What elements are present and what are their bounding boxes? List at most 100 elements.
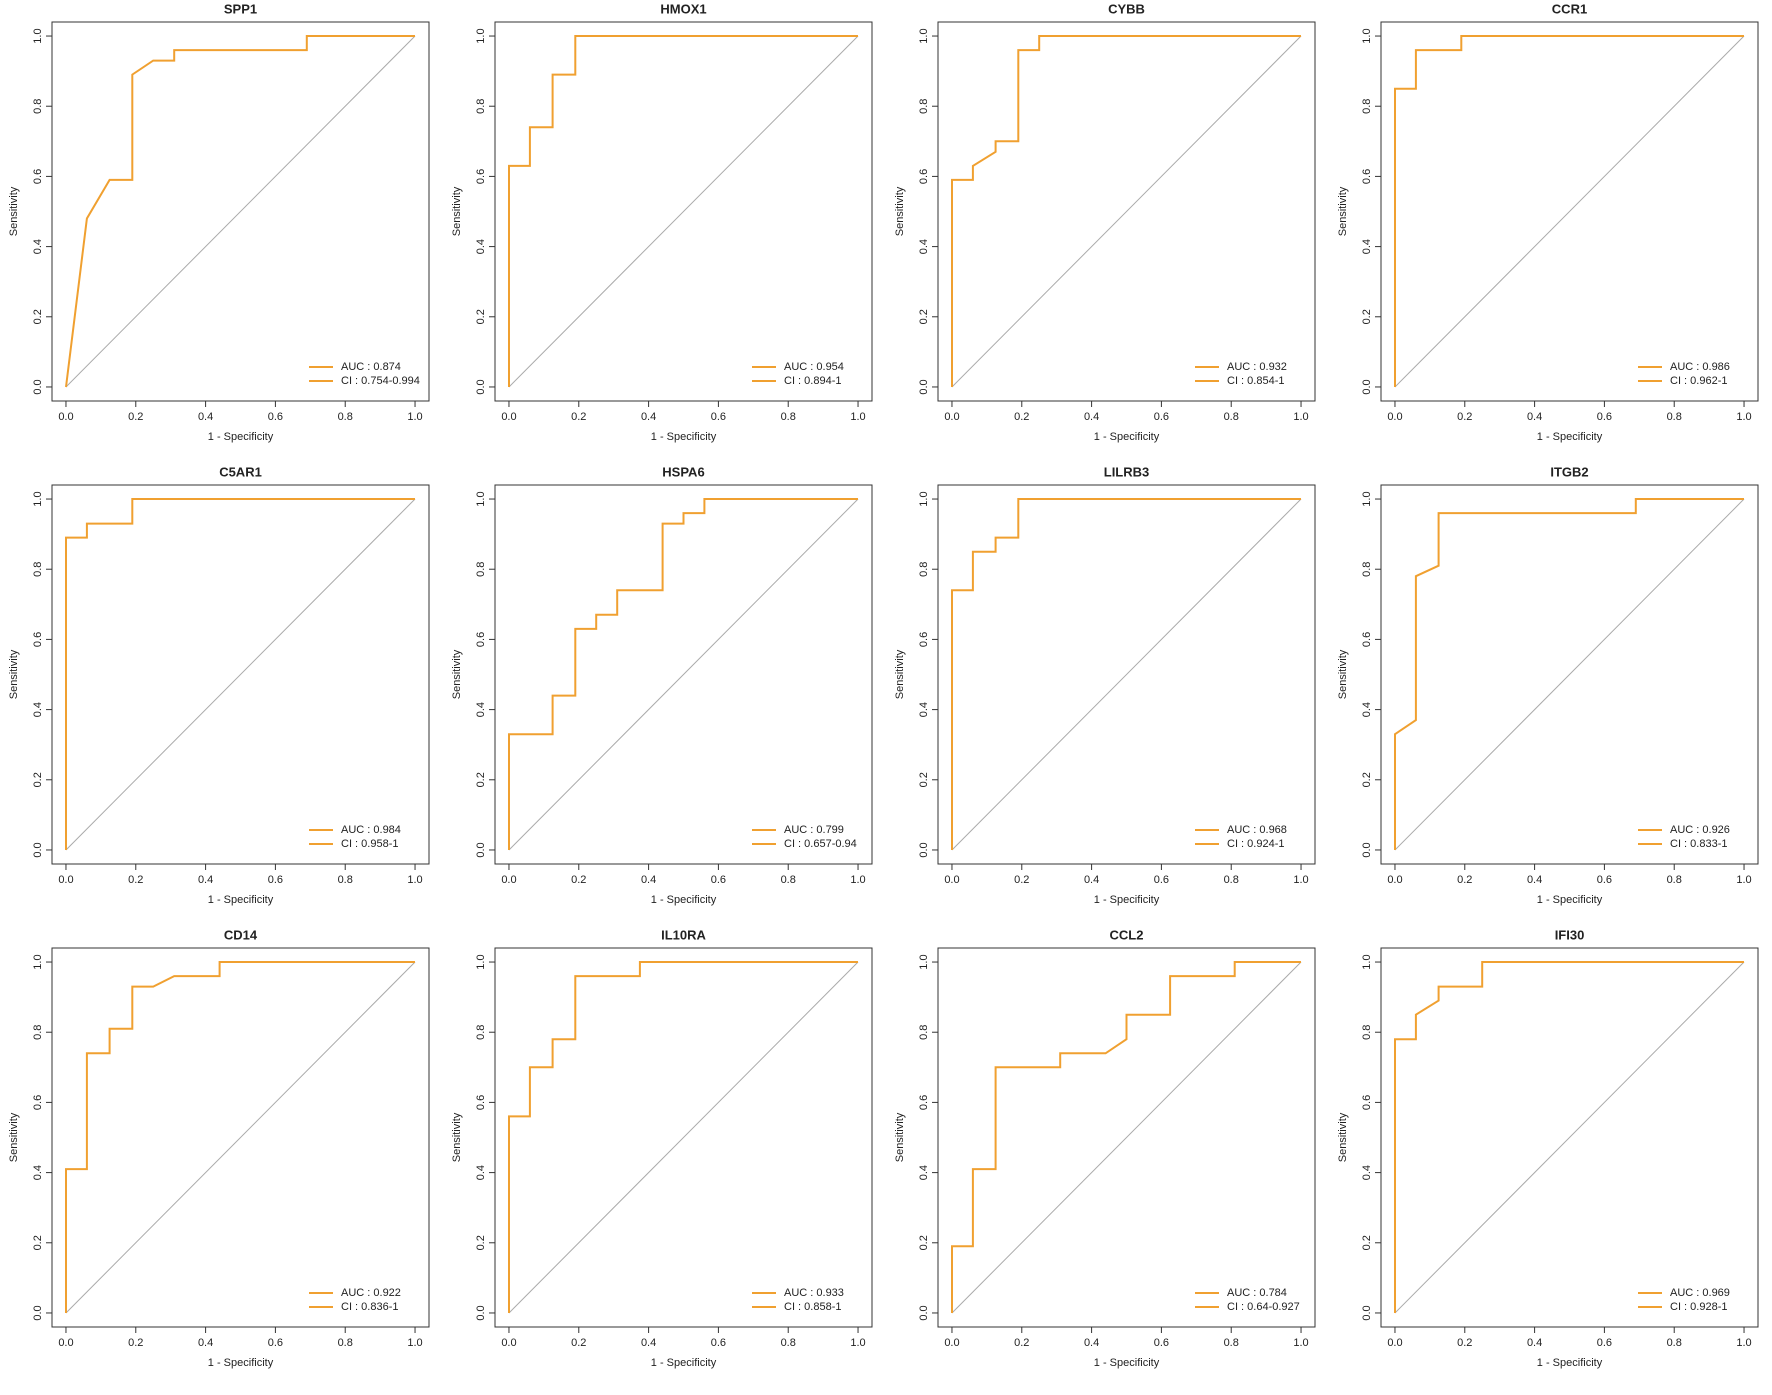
y-tick-label: 0.6 [1361, 169, 1373, 184]
chart-title: SPP1 [224, 1, 257, 16]
roc-curve [951, 498, 1301, 850]
y-tick-label: 0.0 [32, 1305, 44, 1320]
roc-panel: C5AR1 0.0 0.2 0.4 0.6 0.8 1.0 0.0 0.2 0.4 0.6 0.8 1.… [8, 464, 430, 906]
plot-box [494, 21, 873, 402]
chart-title: CYBB [1108, 1, 1145, 16]
reference-diagonal [1394, 35, 1745, 388]
x-tick-label: 0.0 [58, 411, 73, 423]
y-axis-label: Sensitivity [894, 649, 906, 699]
y-tick-label: 0.8 [918, 99, 930, 114]
y-tick-label: 0.4 [918, 239, 930, 254]
y-tick-label: 0.4 [32, 239, 44, 254]
x-axis-label: 1 - Specificity [1094, 1357, 1160, 1369]
x-tick-label: 0.0 [1387, 411, 1402, 423]
y-tick-label: 0.0 [918, 842, 930, 857]
chart-title: HSPA6 [662, 464, 704, 479]
y-axis-label: Sensitivity [894, 1112, 906, 1162]
x-axis-label: 1 - Specificity [208, 894, 274, 906]
x-tick-label: 0.4 [1527, 411, 1542, 423]
x-tick-label: 1.0 [1293, 874, 1308, 886]
x-axis-label: 1 - Specificity [1537, 1357, 1603, 1369]
legend-label: AUC : 0.986 [1670, 361, 1730, 373]
y-tick-label: 1.0 [1361, 491, 1373, 506]
roc-panel: IFI30 0.0 0.2 0.4 0.6 0.8 1.0 0.0 0.2 0.4 0.6 0.8 1.… [1337, 927, 1759, 1369]
y-axis-label: Sensitivity [8, 1112, 20, 1162]
y-tick-label: 0.4 [1361, 702, 1373, 717]
roc-curve [951, 35, 1301, 387]
y-tick-label: 0.2 [1361, 309, 1373, 324]
y-tick-label: 1.0 [475, 954, 487, 969]
y-tick-label: 0.6 [918, 632, 930, 647]
y-tick-label: 0.8 [475, 562, 487, 577]
legend-label: CI : 0.928-1 [1670, 1301, 1727, 1313]
y-tick-label: 0.0 [32, 842, 44, 857]
reference-diagonal [65, 498, 416, 851]
y-tick-label: 1.0 [1361, 28, 1373, 43]
plot-box [51, 947, 430, 1328]
y-tick-label: 0.6 [918, 1095, 930, 1110]
plot-box [937, 947, 1316, 1328]
x-tick-label: 1.0 [407, 874, 422, 886]
roc-panel: HSPA6 0.0 0.2 0.4 0.6 0.8 1.0 0.0 0.2 0.4 0.6 0.8 1.… [451, 464, 873, 906]
y-tick-label: 0.6 [32, 1095, 44, 1110]
x-tick-label: 0.4 [198, 1337, 213, 1349]
x-tick-label: 0.4 [641, 874, 656, 886]
x-tick-label: 0.0 [501, 874, 516, 886]
y-tick-label: 1.0 [918, 954, 930, 969]
plot-box [494, 484, 873, 865]
x-tick-label: 0.2 [1457, 411, 1472, 423]
roc-panel: HMOX1 0.0 0.2 0.4 0.6 0.8 1.0 0.0 0.2 0.4 0.6 0.8 1.… [451, 1, 873, 443]
roc-panel: LILRB3 0.0 0.2 0.4 0.6 0.8 1.0 0.0 0.2 0.4 0.6 0.8 1… [894, 464, 1316, 906]
y-tick-label: 0.4 [475, 239, 487, 254]
x-tick-label: 0.8 [781, 874, 796, 886]
legend-label: CI : 0.924-1 [1227, 838, 1284, 850]
x-tick-label: 0.2 [571, 874, 586, 886]
x-tick-label: 0.6 [268, 1337, 283, 1349]
y-tick-label: 0.4 [475, 1165, 487, 1180]
x-tick-label: 0.2 [1014, 411, 1029, 423]
y-tick-label: 0.0 [918, 379, 930, 394]
x-tick-label: 1.0 [850, 874, 865, 886]
y-tick-label: 0.8 [1361, 562, 1373, 577]
x-tick-label: 0.2 [571, 1337, 586, 1349]
roc-curve [951, 961, 1301, 1313]
chart-title: IL10RA [661, 927, 706, 942]
x-axis-label: 1 - Specificity [208, 1357, 274, 1369]
x-axis-label: 1 - Specificity [1094, 431, 1160, 443]
x-tick-label: 0.8 [1667, 411, 1682, 423]
y-tick-label: 0.8 [1361, 99, 1373, 114]
y-axis-label: Sensitivity [451, 186, 463, 236]
x-tick-label: 0.0 [1387, 874, 1402, 886]
x-tick-label: 0.2 [1457, 1337, 1472, 1349]
reference-diagonal [65, 961, 416, 1314]
x-tick-label: 0.6 [1597, 874, 1612, 886]
x-tick-label: 0.4 [198, 411, 213, 423]
x-tick-label: 0.6 [711, 874, 726, 886]
legend-label: CI : 0.836-1 [341, 1301, 398, 1313]
y-tick-label: 0.2 [32, 309, 44, 324]
y-tick-label: 0.4 [918, 702, 930, 717]
y-axis-label: Sensitivity [451, 649, 463, 699]
y-tick-label: 0.4 [918, 1165, 930, 1180]
chart-title: C5AR1 [219, 464, 262, 479]
x-axis-label: 1 - Specificity [651, 894, 717, 906]
y-tick-label: 0.0 [475, 1305, 487, 1320]
x-tick-label: 0.8 [1224, 874, 1239, 886]
y-tick-label: 0.0 [475, 379, 487, 394]
x-tick-label: 0.2 [128, 411, 143, 423]
chart-title: IFI30 [1555, 927, 1585, 942]
roc-curve [65, 35, 415, 388]
y-tick-label: 0.2 [32, 772, 44, 787]
y-tick-label: 1.0 [918, 28, 930, 43]
x-axis-label: 1 - Specificity [651, 1357, 717, 1369]
roc-curve [1394, 35, 1744, 387]
y-tick-label: 1.0 [32, 954, 44, 969]
x-tick-label: 0.0 [1387, 1337, 1402, 1349]
roc-panel: ITGB2 0.0 0.2 0.4 0.6 0.8 1.0 0.0 0.2 0.4 0.6 0.8 1.… [1337, 464, 1759, 906]
roc-curve [65, 961, 415, 1313]
x-tick-label: 0.6 [711, 411, 726, 423]
x-tick-label: 0.8 [1667, 874, 1682, 886]
plot-box [51, 484, 430, 865]
x-tick-label: 0.4 [1527, 874, 1542, 886]
legend-label: CI : 0.894-1 [784, 375, 841, 387]
